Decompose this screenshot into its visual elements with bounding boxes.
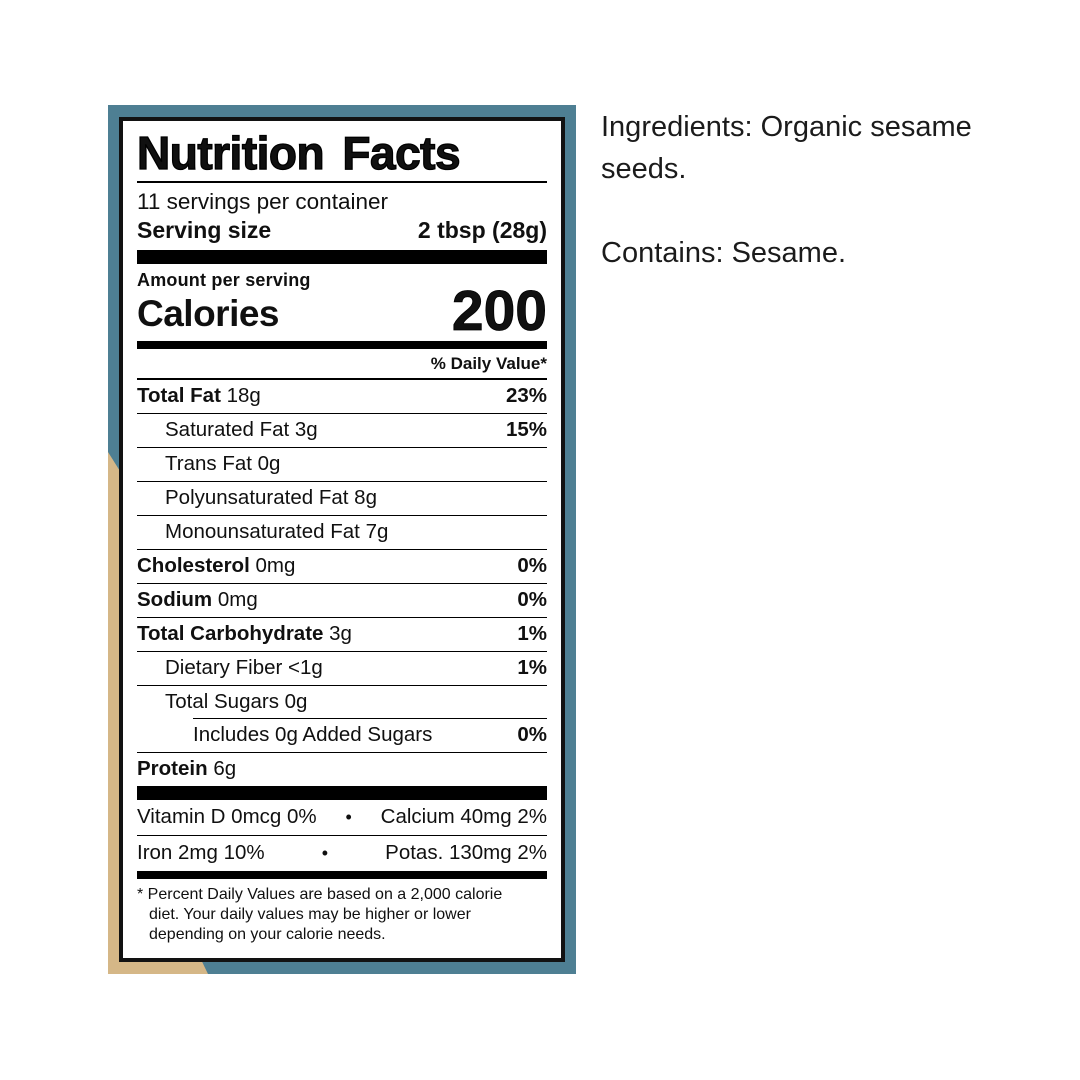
nutrient-name: Monounsaturated Fat 7g: [165, 520, 389, 544]
serving-size-row: Serving size 2 tbsp (28g): [137, 215, 547, 250]
contains-text: Contains: Sesame.: [601, 237, 847, 269]
micronutrient-right: Potas. 130mg 2%: [385, 841, 547, 865]
nutrient-daily-value: 23%: [505, 384, 547, 408]
micronutrient-left: Iron 2mg 10%: [137, 841, 265, 865]
daily-value-header: % Daily Value*: [137, 349, 547, 380]
nutrient-row: Dietary Fiber <1g 1%: [137, 652, 547, 686]
nutrient-name: Total Sugars 0g: [165, 690, 308, 714]
nutrient-row: Includes 0g Added Sugars 0%: [137, 719, 547, 753]
daily-value-footnote: * Percent Daily Values are based on a 2,…: [137, 885, 503, 943]
calories-value: 200: [451, 279, 547, 344]
nutrient-name: Polyunsaturated Fat 8g: [165, 486, 377, 510]
nutrient-row: Cholesterol 0mg 0%: [137, 550, 547, 584]
nutrient-daily-value: 0%: [517, 723, 547, 747]
nutrient-row: Trans Fat 0g: [137, 448, 547, 482]
serving-size-value: 2 tbsp (28g): [417, 217, 547, 244]
calories-row: Calories 200: [137, 279, 547, 344]
bullet-separator: •: [321, 843, 329, 864]
nutrient-name: Trans Fat 0g: [165, 452, 281, 476]
bullet-separator: •: [345, 807, 352, 828]
nutrient-name: Saturated Fat 3g: [165, 418, 318, 442]
nutrient-row: Saturated Fat 3g 15%: [137, 414, 547, 448]
nutrient-name: Total Carbohydrate 3g: [137, 622, 352, 646]
nutrient-name: Cholesterol 0mg: [137, 554, 296, 578]
thick-divider-bar: [137, 785, 547, 800]
nutrient-row: Polyunsaturated Fat 8g: [137, 482, 547, 516]
nutrient-rows: Total Fat 18g 23% Saturated Fat 3g 15% Trans…: [137, 380, 547, 786]
nutrient-name: Dietary Fiber <1g: [165, 656, 323, 680]
micronutrient-left: Vitamin D 0mcg 0%: [137, 805, 317, 829]
medium-divider-bar: [137, 340, 547, 349]
nutrient-daily-value: 0%: [517, 554, 547, 578]
nutrient-row: Total Carbohydrate 3g 1%: [137, 618, 547, 652]
amount-per-serving-label: Amount per serving: [137, 270, 311, 291]
nutrient-daily-value: 15%: [505, 418, 547, 442]
nutrition-facts-label: Nutrition Facts 11 servings per containe…: [119, 117, 565, 962]
nutrient-daily-value: 1%: [517, 622, 547, 646]
product-photo-background: Nutrition Facts 11 servings per containe…: [108, 105, 576, 974]
side-text-block: Ingredients: Organic sesame seeds. Conta…: [601, 106, 999, 274]
nutrient-name: Includes 0g Added Sugars: [193, 723, 433, 747]
calories-label: Calories: [137, 293, 280, 335]
ingredients-text: Ingredients: Organic sesame seeds.: [601, 111, 972, 185]
label-title: Nutrition Facts: [136, 128, 547, 184]
nutrient-row: Sodium 0mg 0%: [137, 584, 547, 618]
micronutrient-rows: Vitamin D 0mcg 0% • Calcium 40mg 2% Iron 2m…: [137, 800, 547, 871]
nutrient-daily-value: 1%: [517, 656, 547, 680]
nutrient-daily-value: 0%: [517, 588, 547, 612]
nutrient-name: Total Fat 18g: [137, 384, 261, 408]
servings-per-container: 11 servings per container: [137, 189, 388, 215]
medium-divider-bar: [137, 870, 547, 879]
nutrient-row: Total Sugars 0g: [137, 686, 547, 719]
thick-divider-bar: [137, 250, 547, 265]
micronutrient-right: Calcium 40mg 2%: [380, 805, 547, 829]
nutrient-name: Sodium 0mg: [137, 588, 258, 612]
micronutrient-row: Vitamin D 0mcg 0% • Calcium 40mg 2%: [137, 800, 547, 836]
micronutrient-row: Iron 2mg 10% • Potas. 130mg 2%: [137, 836, 547, 871]
serving-size-label: Serving size: [137, 217, 272, 244]
nutrient-name: Protein 6g: [137, 757, 237, 781]
nutrient-row: Monounsaturated Fat 7g: [137, 516, 547, 550]
nutrient-row: Total Fat 18g 23%: [137, 380, 547, 414]
nutrient-row: Protein 6g: [137, 753, 547, 786]
